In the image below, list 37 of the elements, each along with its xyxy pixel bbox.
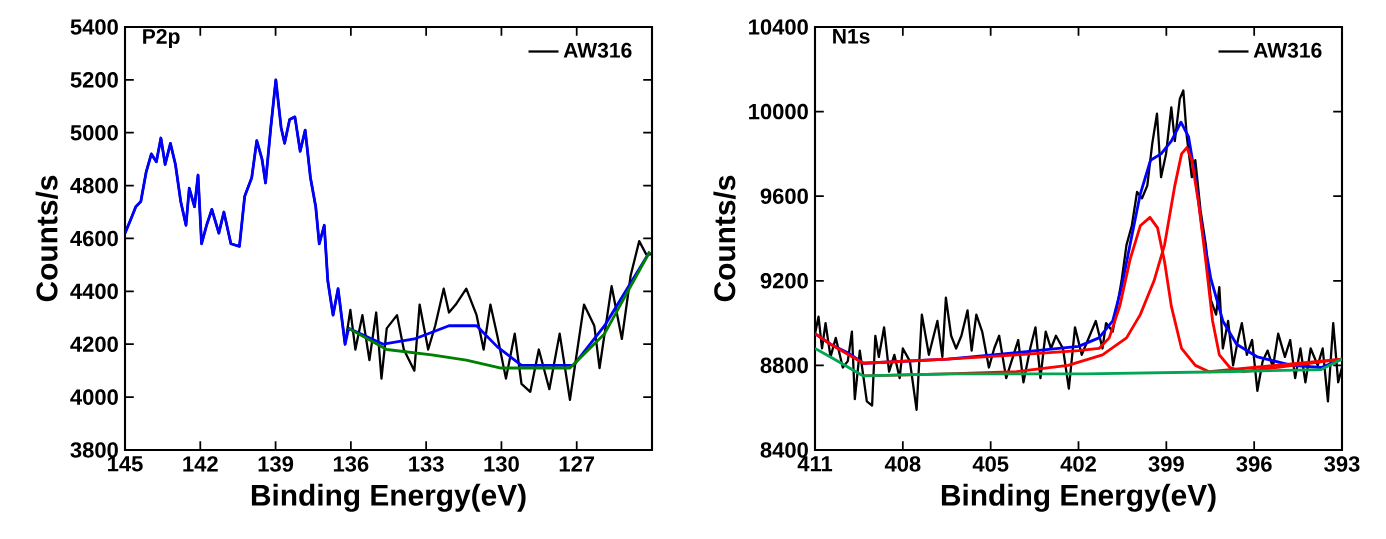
x-tick-label: 411 (797, 456, 833, 472)
y-tick-label: 4400 (70, 283, 118, 300)
x-tick-label: 136 (333, 456, 369, 472)
y-tick-label: 5400 (70, 19, 118, 35)
x-tick-label: 399 (1148, 456, 1184, 472)
x-tick-label: 145 (108, 456, 143, 472)
y-tick-label: 5000 (70, 124, 118, 141)
x-tick-label: 393 (1324, 456, 1360, 472)
x-tick-label: 130 (484, 456, 519, 472)
y-tick-label: 4000 (70, 389, 118, 405)
legend-label: AW316 (1253, 42, 1322, 58)
y-tick-label: 8800 (760, 357, 808, 374)
y-tick-label: 4800 (70, 177, 118, 194)
y-tick-label: 9200 (760, 273, 808, 289)
y-tick-label: 5200 (70, 72, 118, 88)
y-tick-label: 3800 (70, 442, 118, 458)
y-axis-title: Counts/s (713, 175, 736, 302)
y-tick-label: 4600 (70, 230, 118, 247)
x-tick-label: 402 (1060, 456, 1096, 472)
y-tick-label: 10000 (749, 103, 808, 120)
chart-title: N1s (833, 29, 870, 44)
x-tick-label: 133 (409, 456, 444, 472)
x-axis-title: Binding Energy(eV) (251, 483, 526, 512)
y-tick-label: 10400 (749, 19, 808, 35)
x-tick-label: 139 (258, 456, 294, 472)
x-tick-label: 405 (972, 456, 1009, 472)
x-tick-label: 396 (1236, 456, 1272, 472)
y-tick-label: 9600 (760, 188, 808, 204)
x-tick-label: 142 (183, 456, 218, 472)
y-tick-label: 8400 (760, 442, 808, 458)
y-tick-label: 4200 (70, 336, 118, 353)
legend-label: AW316 (563, 42, 632, 58)
y-axis-title: Counts/s (35, 175, 58, 302)
chart-title: P2p (143, 29, 180, 49)
x-tick-label: 408 (884, 456, 921, 472)
x-axis-title: Binding Energy(eV) (941, 483, 1216, 512)
x-tick-label: 127 (559, 456, 595, 472)
